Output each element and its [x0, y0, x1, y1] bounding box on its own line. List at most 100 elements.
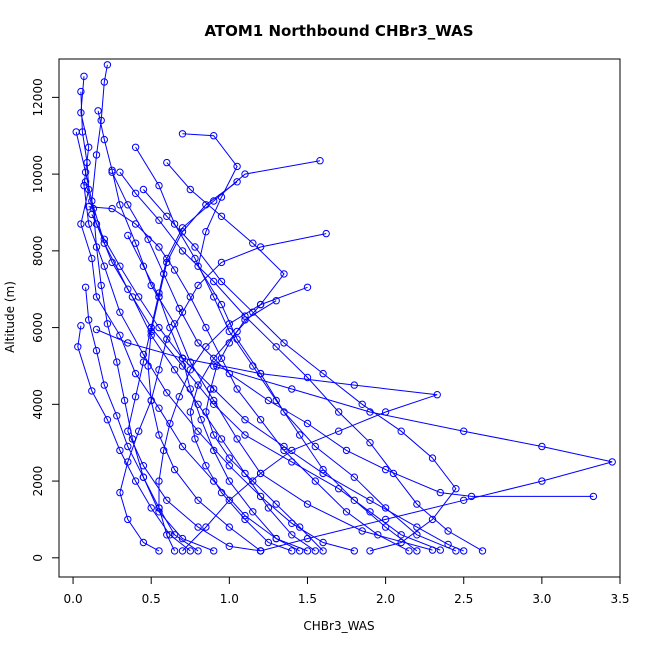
- data-point: [194, 262, 202, 270]
- data-point: [358, 527, 366, 535]
- data-point: [225, 454, 234, 462]
- chart-title: ATOM1 Northbound CHBr3_WAS: [204, 22, 473, 40]
- data-point: [288, 519, 296, 527]
- data-point: [311, 547, 319, 555]
- data-point: [186, 293, 195, 301]
- data-point: [397, 531, 405, 539]
- plot-frame: [58, 58, 621, 578]
- data-point: [88, 210, 96, 219]
- series-line: [80, 91, 308, 552]
- data-point: [433, 391, 441, 399]
- data-point: [175, 304, 184, 313]
- data-point: [163, 258, 171, 267]
- data-point: [444, 527, 452, 535]
- series-line: [158, 286, 308, 552]
- series-7: [72, 128, 218, 555]
- data-point: [256, 369, 265, 378]
- data-point: [280, 446, 288, 455]
- data-point: [155, 366, 163, 374]
- data-point: [116, 201, 124, 209]
- data-point: [206, 385, 215, 393]
- data-point: [350, 547, 358, 555]
- data-point: [170, 366, 179, 374]
- data-point: [194, 427, 202, 435]
- data-point: [210, 547, 218, 555]
- data-point: [272, 534, 280, 543]
- data-point: [210, 396, 218, 405]
- data-point: [217, 354, 226, 362]
- series-line: [213, 365, 613, 552]
- data-point: [194, 547, 202, 555]
- data-point: [381, 465, 390, 474]
- x-tick-label: 3.0: [532, 592, 551, 606]
- data-point: [233, 162, 241, 171]
- data-point: [163, 335, 171, 343]
- data-point: [191, 243, 199, 251]
- data-point: [202, 462, 210, 470]
- data-point: [249, 477, 257, 485]
- series-line: [75, 131, 214, 552]
- data-point: [77, 322, 85, 330]
- data-point: [170, 465, 179, 474]
- series-line: [205, 300, 324, 552]
- data-point: [210, 293, 218, 301]
- data-point: [100, 78, 109, 86]
- series-12: [108, 168, 598, 501]
- data-point: [225, 320, 234, 328]
- data-point: [366, 408, 374, 416]
- data-point: [428, 546, 437, 554]
- data-point: [80, 72, 88, 81]
- data-point: [186, 385, 195, 393]
- x-axis: 0.0 0.5 1.0 1.5 2.0 2.5 3.0 3.5: [64, 577, 630, 606]
- y-tick-label: 4000: [31, 389, 45, 420]
- data-point: [147, 327, 155, 336]
- data-point: [178, 442, 187, 451]
- data-point: [124, 201, 132, 209]
- data-point: [397, 538, 405, 547]
- data-point: [335, 427, 343, 435]
- series-line: [85, 181, 316, 552]
- data-point: [108, 258, 116, 267]
- data-point: [94, 107, 102, 115]
- data-point: [147, 396, 155, 405]
- data-point: [163, 496, 171, 504]
- data-point: [350, 381, 358, 389]
- data-point: [296, 431, 304, 439]
- y-tick-label: 6000: [31, 312, 45, 343]
- data-point: [202, 343, 210, 351]
- data-point: [280, 270, 288, 278]
- data-point: [413, 547, 421, 555]
- series-4: [94, 107, 437, 554]
- data-point: [350, 496, 358, 504]
- plot-area: [72, 61, 616, 555]
- data-point: [256, 547, 265, 555]
- data-point: [85, 143, 93, 152]
- data-point: [88, 254, 96, 263]
- data-point: [311, 477, 319, 485]
- series-10: [85, 203, 413, 555]
- data-point: [186, 408, 195, 416]
- data-point: [81, 168, 90, 176]
- x-tick-label: 1.5: [298, 592, 317, 606]
- data-point: [225, 542, 234, 550]
- data-point: [210, 446, 218, 455]
- data-point: [131, 189, 140, 198]
- data-point: [113, 358, 121, 366]
- data-point: [319, 369, 327, 378]
- data-point: [319, 538, 327, 547]
- series-9: [116, 229, 330, 555]
- data-point: [303, 500, 312, 508]
- data-point: [303, 419, 312, 428]
- data-point: [144, 362, 152, 370]
- data-point: [166, 323, 174, 332]
- data-point: [139, 185, 148, 194]
- y-tick-label: 10000: [31, 155, 45, 193]
- data-point: [241, 431, 249, 439]
- data-point: [175, 393, 184, 401]
- data-point: [319, 465, 327, 474]
- series-14: [131, 143, 421, 555]
- data-point: [92, 220, 101, 228]
- data-point: [444, 540, 452, 549]
- data-point: [225, 477, 234, 485]
